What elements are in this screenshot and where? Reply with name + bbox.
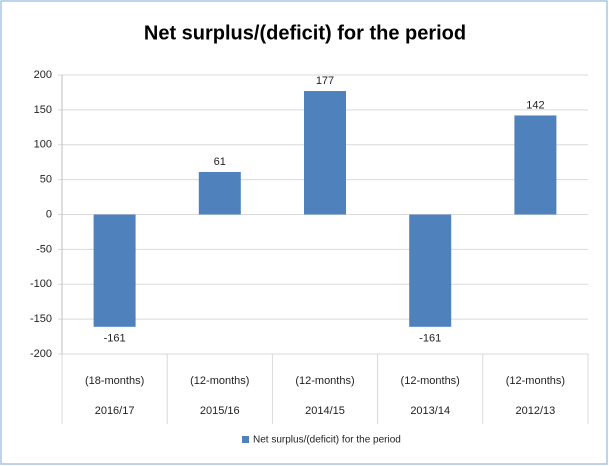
legend-label: Net surplus/(deficit) for the period <box>253 435 401 446</box>
x-tick-sublabel: (12-months) <box>295 375 354 387</box>
chart-title: Net surplus/(deficit) for the period <box>144 22 466 44</box>
bar <box>304 91 346 215</box>
y-tick-label: -100 <box>30 278 52 290</box>
y-tick-label: -150 <box>30 313 52 325</box>
y-tick-label: 200 <box>34 69 52 81</box>
x-tick-sublabel: (12-months) <box>401 375 460 387</box>
x-tick-label: 2016/17 <box>95 405 135 417</box>
data-label: 177 <box>316 75 334 87</box>
data-label: 142 <box>526 99 544 111</box>
y-tick-label: 150 <box>34 104 52 116</box>
bar <box>514 115 557 215</box>
data-label: 61 <box>214 156 226 168</box>
x-tick-sublabel: (12-months) <box>190 375 249 387</box>
y-tick-label: -200 <box>30 348 52 360</box>
legend-swatch <box>242 436 249 443</box>
bar <box>409 214 452 327</box>
x-tick-sublabel: (18-months) <box>85 375 144 387</box>
y-tick-label: 100 <box>34 139 52 151</box>
y-tick-label: -50 <box>36 243 52 255</box>
bar <box>198 171 241 215</box>
y-tick-label: 0 <box>46 208 52 220</box>
bar <box>93 214 136 327</box>
x-tick-sublabel: (12-months) <box>506 375 565 387</box>
y-tick-label: 50 <box>40 174 52 186</box>
data-label: -161 <box>104 333 126 345</box>
x-tick-label: 2012/13 <box>516 405 556 417</box>
x-tick-label: 2015/16 <box>200 405 240 417</box>
x-tick-label: 2013/14 <box>410 405 450 417</box>
x-tick-label: 2014/15 <box>305 405 345 417</box>
data-label: -161 <box>419 333 441 345</box>
